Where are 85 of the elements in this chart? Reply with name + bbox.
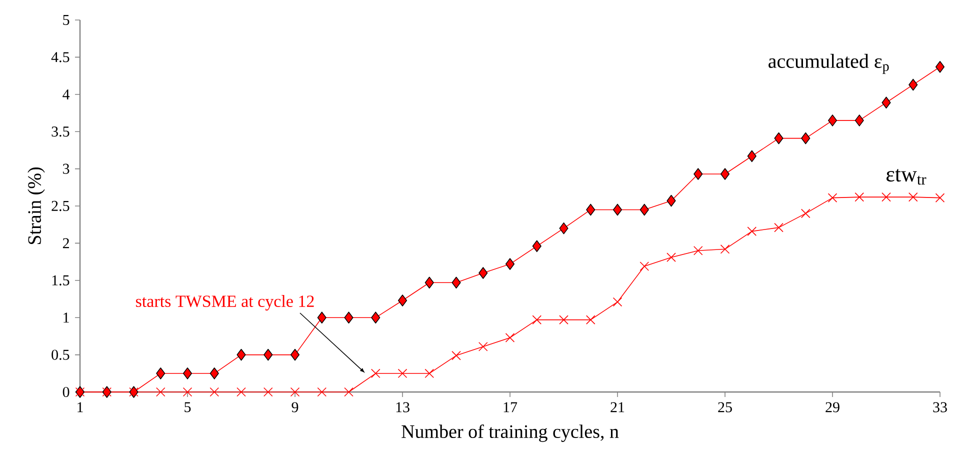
x-tick-label: 9 bbox=[292, 402, 298, 412]
point bbox=[156, 368, 166, 380]
point bbox=[720, 244, 730, 254]
x-axis-title: Number of training cycles, n bbox=[402, 424, 619, 442]
point bbox=[854, 114, 864, 126]
x-tick-label: 5 bbox=[184, 402, 191, 412]
y-axis-title: Strain (%) bbox=[28, 168, 45, 244]
point bbox=[478, 267, 488, 279]
point bbox=[612, 297, 622, 307]
point bbox=[532, 240, 542, 252]
point bbox=[398, 368, 408, 378]
y-tick-label: 4 bbox=[62, 89, 70, 100]
point bbox=[398, 294, 408, 306]
point bbox=[559, 315, 568, 324]
series-label: εtw$_{tr}$ bbox=[886, 168, 926, 185]
x-tick-label: 25 bbox=[718, 402, 732, 412]
point bbox=[478, 342, 488, 352]
y-tick-label: 3 bbox=[63, 164, 70, 174]
point bbox=[290, 348, 300, 361]
point bbox=[640, 262, 650, 271]
point bbox=[828, 193, 838, 202]
point bbox=[210, 368, 219, 380]
point bbox=[290, 387, 300, 397]
point bbox=[317, 312, 326, 324]
y-tick-label: 5 bbox=[63, 15, 70, 25]
point bbox=[586, 315, 596, 324]
point bbox=[612, 204, 622, 216]
point bbox=[317, 387, 327, 397]
point bbox=[344, 312, 354, 324]
point bbox=[828, 114, 838, 126]
y-tick-label: 1.5 bbox=[52, 275, 70, 286]
y-tick-label: 4.5 bbox=[51, 52, 70, 62]
x-tick-label: 1 bbox=[78, 402, 83, 412]
point bbox=[452, 276, 461, 289]
point bbox=[505, 333, 515, 342]
y-tick-label: 0.5 bbox=[52, 350, 70, 360]
point bbox=[666, 194, 676, 207]
point bbox=[882, 192, 891, 202]
point bbox=[424, 276, 434, 289]
point bbox=[182, 368, 192, 380]
point bbox=[559, 222, 568, 234]
x-tick-label: 13 bbox=[396, 402, 410, 412]
x-tick-label: 29 bbox=[826, 402, 840, 412]
y-tick-label: 2.5 bbox=[52, 200, 70, 212]
point bbox=[182, 387, 192, 397]
x-tick-label: 17 bbox=[504, 402, 518, 412]
point bbox=[935, 193, 945, 202]
point bbox=[694, 168, 703, 180]
point bbox=[264, 348, 273, 361]
point bbox=[452, 350, 461, 360]
point bbox=[370, 368, 380, 378]
series-label: accumulated ε$_{p}$ bbox=[768, 54, 889, 74]
point bbox=[666, 252, 676, 262]
y-tick-label: 3.5 bbox=[52, 126, 70, 137]
point bbox=[371, 312, 380, 324]
point bbox=[424, 368, 434, 378]
point bbox=[882, 96, 891, 108]
point bbox=[720, 168, 730, 180]
point bbox=[236, 387, 246, 397]
point bbox=[505, 258, 515, 270]
point bbox=[908, 78, 918, 91]
point bbox=[344, 387, 354, 397]
point bbox=[586, 204, 596, 216]
point bbox=[774, 222, 784, 232]
point bbox=[156, 387, 166, 397]
y-tick-label: 0 bbox=[62, 386, 70, 398]
point bbox=[640, 204, 649, 216]
point bbox=[747, 150, 756, 162]
point bbox=[532, 315, 542, 324]
point bbox=[935, 60, 945, 73]
point bbox=[693, 246, 703, 256]
point bbox=[854, 192, 864, 202]
point bbox=[800, 208, 810, 218]
point bbox=[236, 348, 246, 361]
point bbox=[774, 132, 784, 144]
point bbox=[747, 226, 757, 236]
point bbox=[263, 387, 273, 397]
y-tick-label: 1 bbox=[64, 312, 69, 323]
y-tick-label: 2 bbox=[62, 238, 69, 248]
annotation: starts TWSME at cycle 12 bbox=[136, 295, 314, 311]
point bbox=[908, 192, 918, 202]
point bbox=[801, 132, 810, 144]
x-tick-label: 21 bbox=[610, 402, 624, 412]
x-tick-label: 33 bbox=[933, 402, 947, 412]
point bbox=[210, 387, 220, 397]
